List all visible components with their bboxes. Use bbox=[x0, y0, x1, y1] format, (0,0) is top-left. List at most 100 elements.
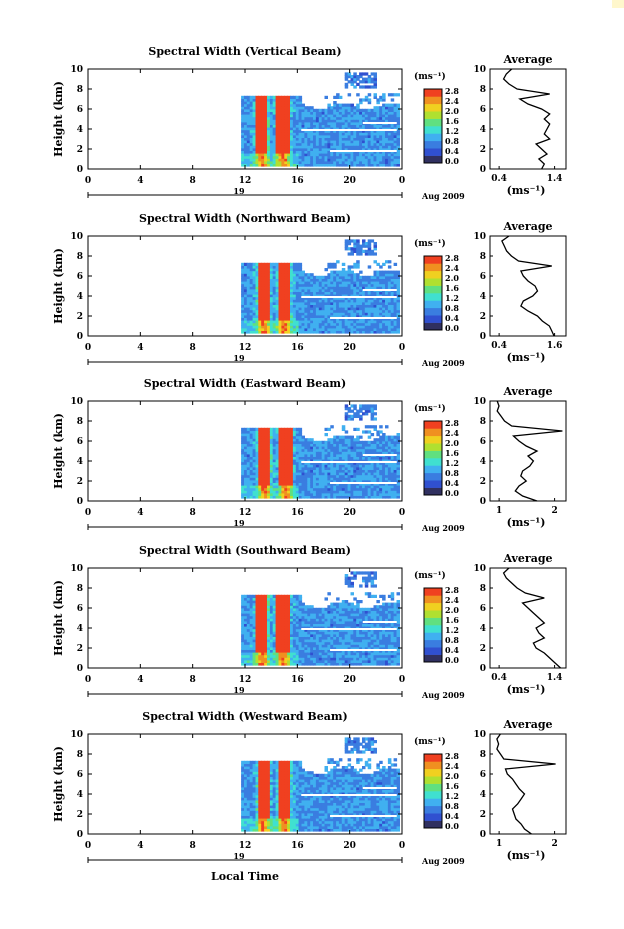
heatmap-cell bbox=[362, 312, 366, 316]
heatmap-cell bbox=[373, 294, 377, 298]
heatmap-cell bbox=[382, 155, 386, 159]
heatmap-cell bbox=[336, 474, 340, 478]
heatmap-cell bbox=[364, 404, 369, 408]
heatmap-cell bbox=[249, 602, 254, 606]
heatmap-cell bbox=[350, 132, 354, 136]
heatmap-cell bbox=[255, 268, 259, 272]
heatmap-cell bbox=[267, 440, 271, 444]
heatmap-cell bbox=[336, 260, 340, 264]
heatmap-cell bbox=[249, 111, 254, 115]
heatmap-cell bbox=[315, 461, 320, 465]
heatmap-cells bbox=[241, 72, 400, 167]
heatmap-cell bbox=[359, 121, 363, 125]
heatmap-cell bbox=[246, 137, 251, 141]
heatmap-cell bbox=[327, 469, 331, 473]
heatmap-cell bbox=[241, 137, 245, 141]
heatmap-cell bbox=[261, 605, 265, 609]
heatmap-cell bbox=[336, 469, 340, 473]
heatmap-cell bbox=[267, 101, 271, 105]
heatmap-cell bbox=[290, 495, 294, 499]
heatmap-cell bbox=[333, 147, 337, 151]
heatmap-cell bbox=[379, 281, 383, 285]
heatmap-cell bbox=[278, 479, 282, 483]
heatmap-cell bbox=[261, 456, 265, 460]
heatmap-cell bbox=[359, 451, 363, 455]
heatmap-cell bbox=[307, 127, 311, 131]
heatmap-cell bbox=[359, 320, 363, 324]
heatmap-cell bbox=[364, 286, 369, 290]
heatmap-cell bbox=[327, 273, 331, 277]
heatmap-cell bbox=[301, 440, 305, 444]
heatmap-cell bbox=[324, 314, 328, 318]
heatmap-cell bbox=[284, 129, 288, 133]
heatmap-cell bbox=[284, 320, 288, 324]
heatmap-cell bbox=[244, 453, 248, 457]
heatmap-cell bbox=[385, 314, 389, 318]
heatmap-cell bbox=[255, 657, 259, 661]
heatmap-cell bbox=[359, 119, 363, 123]
heatmap-cell bbox=[278, 309, 282, 313]
heatmap-cell bbox=[290, 278, 294, 282]
heatmap-cells bbox=[241, 571, 400, 666]
heatmap-cell bbox=[241, 644, 245, 648]
heatmap-cell bbox=[278, 615, 282, 619]
heatmap-cell bbox=[396, 111, 400, 115]
heatmap-cell bbox=[249, 446, 254, 450]
heatmap-cell bbox=[333, 479, 337, 483]
heatmap-cell bbox=[241, 121, 245, 125]
heatmap-cell bbox=[246, 605, 251, 609]
heatmap-cell bbox=[287, 153, 291, 157]
heatmap-cell bbox=[246, 631, 251, 635]
heatmap-cell bbox=[275, 605, 280, 609]
heatmap-cell bbox=[344, 474, 349, 478]
heatmap-cell bbox=[362, 327, 366, 331]
heatmap-cell bbox=[244, 435, 248, 439]
heatmap-cell bbox=[336, 275, 340, 279]
heatmap-cell bbox=[307, 487, 311, 491]
colorbar-tick-label: 2.0 bbox=[445, 106, 459, 116]
heatmap-cell bbox=[347, 487, 352, 491]
heatmap-cell bbox=[367, 275, 372, 279]
heatmap-cell bbox=[278, 474, 282, 478]
heatmap-cell bbox=[275, 312, 280, 316]
heatmap-cell bbox=[264, 466, 268, 470]
heatmap-cell bbox=[310, 443, 314, 447]
heatmap-cell bbox=[313, 464, 317, 468]
heatmap-cell bbox=[264, 273, 268, 277]
heatmap-cell bbox=[321, 278, 326, 282]
heatmap-cell bbox=[258, 129, 262, 133]
heatmap-cell bbox=[390, 490, 395, 494]
heatmap-cell bbox=[364, 495, 369, 499]
heatmap-cell bbox=[275, 273, 280, 277]
heatmap-cell bbox=[356, 283, 360, 287]
heatmap-cell bbox=[359, 249, 363, 253]
heatmap-cell bbox=[275, 597, 280, 601]
heatmap-cell bbox=[344, 111, 349, 115]
heatmap-cell bbox=[336, 127, 340, 131]
heatmap-cell bbox=[290, 114, 294, 118]
heatmap-cell bbox=[359, 404, 363, 408]
heatmap-cell bbox=[281, 288, 285, 292]
heatmap-cell bbox=[269, 153, 274, 157]
heatmap-cell bbox=[359, 155, 363, 159]
heatmap-cell bbox=[393, 477, 398, 481]
heatmap-cell bbox=[255, 623, 259, 627]
heatmap-cell bbox=[364, 116, 369, 120]
heatmap-cell bbox=[344, 142, 349, 146]
heatmap-cell bbox=[344, 320, 349, 324]
heatmap-cell bbox=[264, 618, 268, 622]
heatmap-cell bbox=[307, 121, 311, 125]
heatmap-cell bbox=[287, 275, 291, 279]
heatmap-cell bbox=[284, 495, 288, 499]
heatmap-cell bbox=[295, 327, 300, 331]
heatmap-cell bbox=[310, 140, 314, 144]
heatmap-cell bbox=[359, 142, 363, 146]
heatmap-cell bbox=[258, 101, 262, 105]
heatmap-cell bbox=[301, 451, 305, 455]
heatmap-cell bbox=[258, 644, 262, 648]
heatmap-cell bbox=[249, 317, 254, 321]
heatmap-cell bbox=[338, 322, 343, 326]
heatmap-cell bbox=[272, 654, 277, 658]
heatmap-cell bbox=[261, 631, 265, 635]
heatmap-cell bbox=[244, 657, 248, 661]
